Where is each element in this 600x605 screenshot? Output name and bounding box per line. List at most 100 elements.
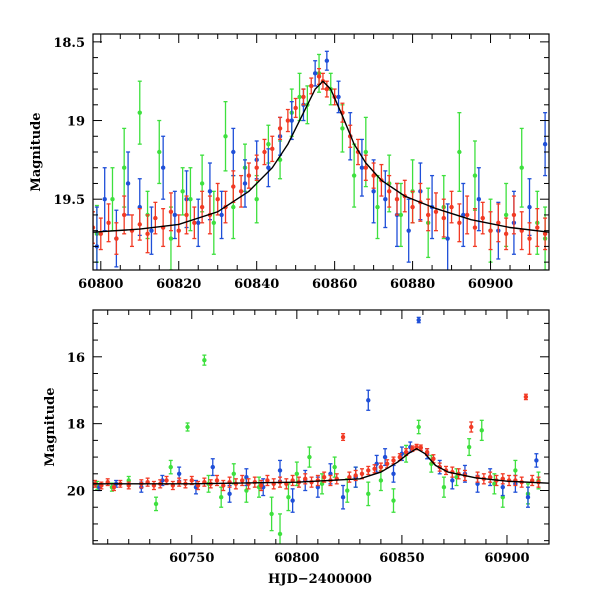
top-blue-point: [445, 203, 450, 270]
top-red-point: [410, 190, 415, 224]
bottom-blue-point: [290, 488, 295, 513]
top-red-point: [441, 198, 446, 238]
top-blue-point: [160, 135, 166, 200]
bottom-green-point: [202, 354, 207, 366]
bottom-blue-point: [366, 389, 371, 411]
top-blue-point: [383, 170, 388, 229]
top-blue-point: [172, 190, 178, 240]
top-x-tick-label: 60880: [390, 277, 435, 292]
bottom-y-tick-labels: 16 18 20: [67, 351, 85, 500]
top-red-point: [153, 201, 158, 235]
top-plot-area: [93, 50, 549, 270]
top-red-point: [527, 222, 532, 255]
bottom-green-point: [168, 459, 173, 475]
top-x-tick-label: 60800: [78, 277, 123, 292]
bottom-green-point: [416, 419, 421, 435]
top-blue-point: [542, 112, 548, 177]
top-red-point: [449, 190, 454, 224]
top-red-point: [316, 67, 322, 85]
top-red-point: [480, 201, 485, 235]
top-red-point: [285, 108, 291, 133]
top-red-point: [371, 162, 376, 189]
bottom-red-point: [500, 473, 505, 485]
top-red-point: [277, 116, 283, 141]
top-y-tick-label: 19.5: [53, 193, 85, 208]
top-green-point: [457, 112, 462, 192]
top-blue-point: [324, 50, 330, 71]
top-red-point: [137, 207, 142, 241]
top-red-point: [457, 203, 462, 243]
top-x-tick-label: 60840: [234, 277, 279, 292]
bottom-blue-point: [525, 486, 531, 508]
bottom-panel-frame: [92, 309, 550, 545]
top-panel: 60800 60820 60840 60860 60880 60900 18.5 19 19.…: [29, 33, 550, 292]
top-blue-point: [266, 148, 271, 188]
top-red-point: [246, 162, 252, 189]
x-axis-label: HJD−2400000: [268, 572, 372, 587]
top-x-tick-label: 60900: [468, 277, 513, 292]
top-red-point: [309, 77, 314, 95]
bottom-green-point: [441, 476, 447, 498]
bottom-blue-point: [374, 454, 379, 473]
top-red-point: [472, 207, 478, 248]
bottom-red-point: [265, 474, 270, 487]
bottom-series-green: [95, 354, 541, 544]
top-green-point: [211, 190, 217, 255]
top-red-point: [121, 195, 127, 235]
top-red-point: [301, 88, 306, 106]
bottom-red-point: [403, 448, 409, 457]
top-panel-frame: [92, 33, 550, 271]
top-green-point: [519, 127, 524, 208]
bottom-x-tick-label: 60850: [379, 551, 424, 566]
top-green-point: [180, 167, 185, 216]
bottom-green-point: [153, 496, 159, 512]
bottom-red-point: [347, 471, 352, 483]
bottom-red-point: [469, 421, 474, 433]
bottom-panel: 60750 60800 60850 60900 16 18 20 Magnitude HJ…: [43, 309, 550, 587]
top-blue-point: [125, 151, 131, 216]
bottom-red-point: [450, 466, 455, 478]
top-x-tick-label: 60820: [156, 277, 201, 292]
top-red-point: [176, 214, 181, 248]
top-green-point: [223, 101, 228, 172]
top-red-point: [425, 198, 431, 232]
bottom-x-tick-label: 60750: [169, 551, 214, 566]
bottom-blue-point: [340, 484, 346, 510]
bottom-model-curve: [93, 447, 549, 485]
top-blue-point: [231, 127, 236, 177]
top-y-tick-label: 19: [67, 115, 85, 130]
top-blue-point: [406, 198, 411, 263]
bottom-red-point: [378, 462, 384, 472]
top-axis-ticks: [93, 34, 550, 270]
bottom-y-tick-label: 20: [67, 485, 85, 500]
bottom-green-point: [218, 486, 224, 508]
top-red-point: [464, 195, 470, 235]
bottom-green-point: [466, 438, 472, 457]
top-red-point: [270, 135, 275, 163]
bottom-y-axis-label: Magnitude: [43, 387, 58, 466]
top-x-tick-label: 60860: [312, 277, 357, 292]
top-red-point: [184, 195, 189, 235]
bottom-x-tick-label: 60800: [274, 551, 319, 566]
bottom-green-point: [492, 473, 497, 495]
top-red-point: [238, 174, 244, 208]
top-red-point: [168, 192, 174, 232]
bottom-blue-point: [382, 448, 388, 467]
top-blue-point: [242, 159, 248, 208]
top-blue-point: [312, 60, 318, 87]
bottom-red-point: [221, 479, 226, 492]
top-y-tick-labels: 18.5 19 19.5: [53, 36, 85, 208]
bottom-red-point: [523, 393, 529, 401]
bottom-red-point: [397, 453, 403, 462]
bottom-y-tick-label: 16: [67, 351, 85, 366]
bottom-red-point: [372, 464, 377, 474]
top-red-point: [254, 154, 259, 181]
bottom-green-point: [269, 496, 274, 532]
top-red-point: [98, 217, 103, 251]
bottom-green-point: [277, 513, 283, 544]
top-red-point: [363, 154, 369, 181]
top-red-point: [114, 222, 119, 255]
top-red-point: [488, 211, 493, 251]
top-blue-point: [149, 206, 154, 255]
